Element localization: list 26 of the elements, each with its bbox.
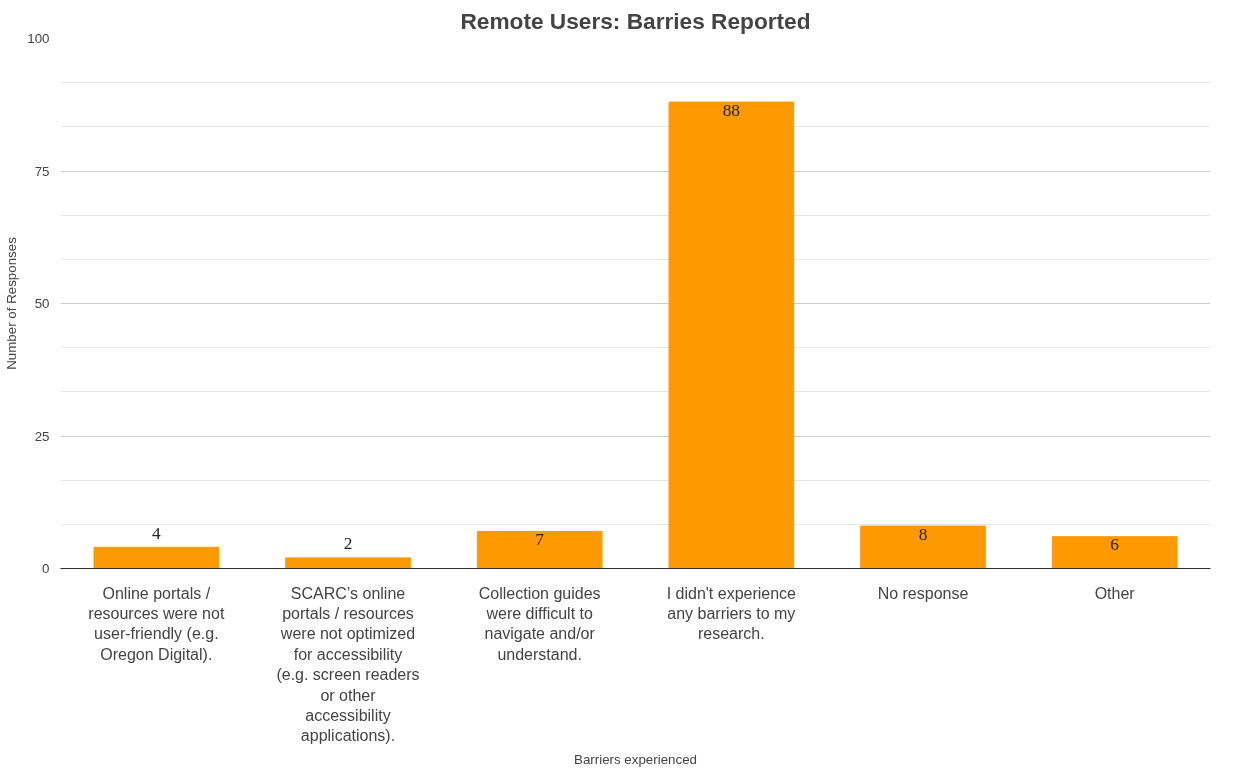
x-tick-label: I didn't experience any barriers to my research. <box>666 584 797 643</box>
data-label: 7 <box>535 529 545 549</box>
chart-title: Remote Users: Barries Reported <box>460 7 811 34</box>
data-label: 6 <box>1110 535 1120 555</box>
y-axis-title: Number of Responses <box>4 236 20 370</box>
data-label: 4 <box>152 523 161 543</box>
y-tick-label: 50 <box>34 296 50 311</box>
y-tick-label: 75 <box>34 163 50 179</box>
data-label: 2 <box>343 534 353 554</box>
x-tick-label: Other <box>1094 584 1136 602</box>
x-tick-label: Online portals / resources were not user-friendly (e.g. Oregon Digital). <box>88 584 225 663</box>
y-tick-label: 0 <box>42 561 50 576</box>
x-tick-label: Collection guides were difficult to navigate and/or understand. <box>478 584 601 663</box>
x-tick-label: No response <box>877 584 969 602</box>
bar <box>93 546 220 569</box>
data-label: 88 <box>722 100 740 120</box>
bar <box>476 530 603 569</box>
bar <box>285 557 411 569</box>
bar <box>668 101 795 569</box>
bar <box>860 525 986 569</box>
x-axis-title: Barriers experienced <box>574 752 697 768</box>
data-label: 8 <box>918 524 928 544</box>
y-tick-label: 100 <box>27 31 50 46</box>
bar <box>1051 536 1178 569</box>
y-tick-label: 25 <box>34 428 50 444</box>
x-tick-label: SCARC’s online portals / resources were not optimized for accessibility (e.g. screen readers or other accessibility applications). <box>276 584 420 745</box>
